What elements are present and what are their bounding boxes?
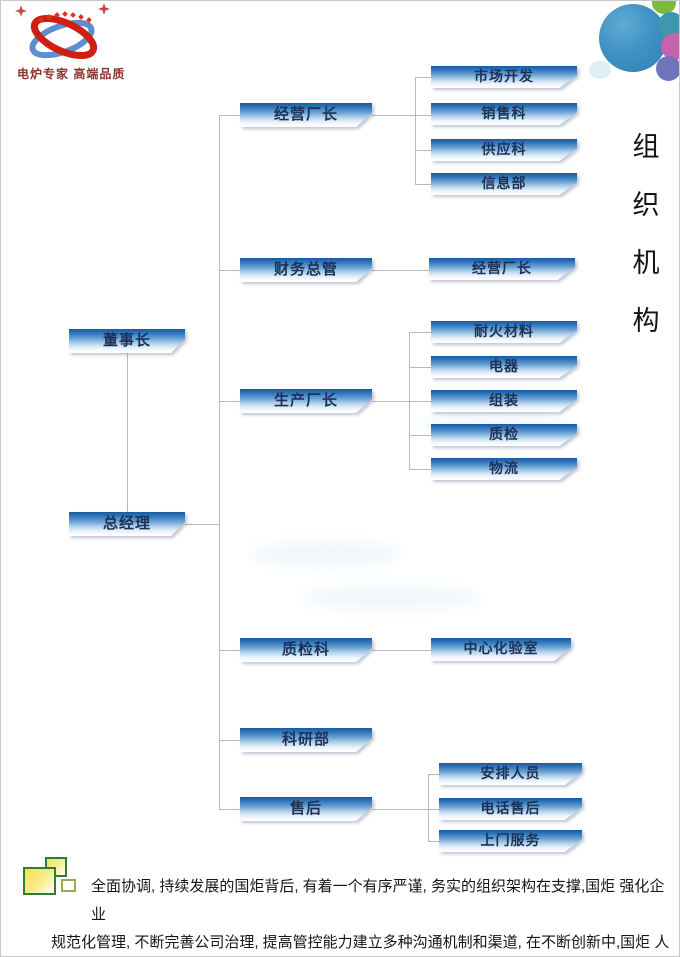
connector-line (372, 401, 431, 402)
node-label: 电话售后 (439, 798, 582, 820)
purple-circle-decoration (656, 56, 679, 81)
connector-line (409, 332, 410, 469)
node-label: 上门服务 (439, 830, 582, 852)
node-label: 组装 (431, 390, 577, 412)
connector-line (428, 774, 429, 841)
node-refractory: 耐火材料 (431, 321, 577, 343)
connector-line (219, 650, 240, 651)
node-label: 信息部 (431, 173, 577, 195)
connector-line (428, 841, 439, 842)
connector-line (185, 524, 220, 525)
node-chairman-label: 董事长 (69, 329, 185, 353)
node-quality-check: 质检 (431, 424, 577, 446)
node-operations-director-2: 经营厂长 (429, 258, 575, 280)
node-label: 财务总管 (240, 258, 372, 282)
node-label: 质检科 (240, 638, 372, 662)
page-title-vertical: 组 织 机 构 (630, 125, 662, 338)
connector-line (219, 270, 240, 271)
connector-line (428, 774, 439, 775)
node-central-lab: 中心化验室 (431, 638, 571, 661)
connector-line (372, 650, 431, 651)
title-char: 机 (632, 248, 660, 278)
footer-squares-icon (61, 879, 76, 892)
connector-line (409, 469, 431, 470)
connector-line (409, 367, 431, 368)
logo-swoosh-icon (15, 3, 110, 60)
node-label: 经营厂长 (240, 103, 372, 127)
footer-squares-icon (23, 867, 56, 895)
node-label: 安排人员 (439, 763, 582, 785)
node-production-director: 生产厂长 (240, 389, 372, 413)
node-general-manager: 总经理 (69, 512, 185, 536)
node-market-dev: 市场开发 (431, 66, 577, 88)
pink-circle-decoration (661, 33, 679, 60)
connector-line (415, 184, 431, 185)
title-char: 构 (632, 306, 660, 336)
node-label: 物流 (431, 458, 577, 480)
node-assembly: 组装 (431, 390, 577, 412)
node-after-sales: 售后 (240, 797, 372, 821)
node-general-manager-label: 总经理 (69, 512, 185, 536)
connector-line (219, 401, 240, 402)
connector-line (415, 77, 416, 184)
connector-line (219, 115, 240, 116)
node-supply: 供应科 (431, 139, 577, 161)
connector-line (372, 809, 439, 810)
node-label: 生产厂长 (240, 389, 372, 413)
node-finance-director: 财务总管 (240, 258, 372, 282)
faint-circle-decoration (589, 61, 611, 79)
node-electrical: 电器 (431, 356, 577, 378)
node-onsite-service: 上门服务 (439, 830, 582, 852)
node-label: 市场开发 (431, 66, 577, 88)
connector-line (415, 77, 431, 78)
node-label: 供应科 (431, 139, 577, 161)
connector-line (372, 115, 431, 116)
connector-line (219, 740, 240, 741)
node-label: 电器 (431, 356, 577, 378)
green-circle-decoration (652, 1, 676, 14)
node-label: 售后 (240, 797, 372, 821)
title-char: 组 (632, 132, 660, 162)
connector-line (409, 435, 431, 436)
connector-line (219, 809, 240, 810)
connector-line (409, 332, 431, 333)
node-label: 销售科 (431, 103, 577, 125)
footer-line: 规范化管理, 不断完善公司治理, 提高管控能力建立多种沟通机制和渠道, 在不断创… (51, 934, 670, 951)
connector-line (372, 270, 429, 271)
node-label: 耐火材料 (431, 321, 577, 343)
footer-line: 全面协调, 持续发展的国炬背后, 有着一个有序严谨, 务实的组织架构在支撑,国炬… (91, 878, 665, 923)
connector-line (415, 150, 431, 151)
node-sales: 销售科 (431, 103, 577, 125)
node-label: 经营厂长 (429, 258, 575, 280)
connector-line (219, 115, 220, 809)
node-label: 中心化验室 (431, 638, 571, 661)
watermark-smudge (301, 586, 481, 610)
node-operations-director: 经营厂长 (240, 103, 372, 127)
footer-paragraph: 全面协调, 持续发展的国炬背后, 有着一个有序严谨, 务实的组织架构在支撑,国炬… (51, 873, 673, 956)
node-logistics: 物流 (431, 458, 577, 480)
node-research-dept: 科研部 (240, 728, 372, 752)
watermark-smudge (251, 541, 401, 567)
node-label: 质检 (431, 424, 577, 446)
teal-circle-decoration (658, 12, 679, 38)
title-char: 织 (632, 190, 660, 220)
node-staffing: 安排人员 (439, 763, 582, 785)
node-phone-service: 电话售后 (439, 798, 582, 820)
node-chairman: 董事长 (69, 329, 185, 353)
sphere-decoration (599, 4, 667, 72)
node-quality-section: 质检科 (240, 638, 372, 662)
node-info-dept: 信息部 (431, 173, 577, 195)
node-label: 科研部 (240, 728, 372, 752)
connector-line (127, 353, 128, 512)
logo-tagline: 电炉专家 高端品质 (17, 67, 126, 81)
